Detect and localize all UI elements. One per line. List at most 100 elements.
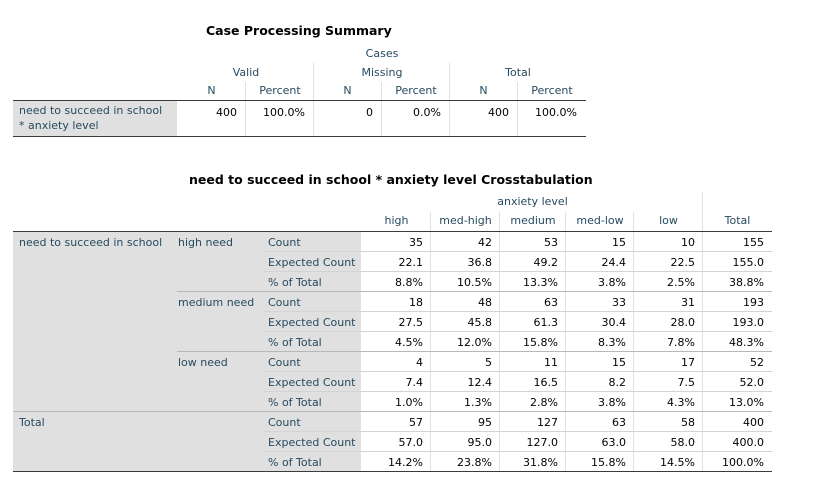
table-cell: 22.1	[398, 256, 424, 269]
table-cell: 61.3	[533, 316, 559, 329]
table-cell: 8.2	[608, 376, 627, 389]
table-cell: 155.0	[732, 256, 765, 269]
table-cell: 12.4	[467, 376, 493, 389]
table-cell: 2.5%	[667, 276, 695, 289]
table-cell: 33	[612, 296, 626, 309]
column-header-3: med-low	[576, 214, 624, 227]
summary-row-label-cont: * anxiety level	[19, 119, 99, 132]
n-header-missing: N	[343, 84, 352, 97]
table-cell: 38.8%	[729, 276, 764, 289]
row-variable-label: need to succeed in school	[19, 236, 163, 249]
statistic-label: Count	[268, 236, 301, 249]
statistic-label: % of Total	[268, 456, 322, 469]
table-cell: 10	[681, 236, 695, 249]
table-cell: 63.0	[601, 436, 627, 449]
table-cell: 10.5%	[457, 276, 492, 289]
table-cell: 14.2%	[388, 456, 423, 469]
table-cell: 48	[478, 296, 492, 309]
table-cell: 57	[409, 416, 423, 429]
column-header-0: high	[384, 214, 409, 227]
group-label: high need	[178, 236, 233, 249]
table-cell: 24.4	[601, 256, 627, 269]
n-header-valid: N	[207, 84, 216, 97]
table-cell: 16.5	[533, 376, 559, 389]
table-cell: 28.0	[670, 316, 696, 329]
table-cell: 127.0	[526, 436, 559, 449]
summary-row-label: need to succeed in school	[19, 104, 163, 117]
group-label: medium need	[178, 296, 255, 309]
table-cell: 8.8%	[395, 276, 423, 289]
valid-header: Valid	[232, 66, 260, 79]
table-cell: 15	[612, 236, 626, 249]
statistic-label: Count	[268, 416, 301, 429]
table-cell: 3.8%	[598, 276, 626, 289]
table-cell: 4.5%	[395, 336, 423, 349]
table-cell: 7.5	[677, 376, 696, 389]
table-cell: 1.0%	[395, 396, 423, 409]
missing-percent: 0.0%	[413, 106, 441, 119]
cases-header: Cases	[365, 47, 399, 60]
table-cell: 95	[478, 416, 492, 429]
table-cell: 8.3%	[598, 336, 626, 349]
table-cell: 23.8%	[457, 456, 492, 469]
table-cell: 63	[612, 416, 626, 429]
total-n: 400	[488, 106, 509, 119]
table-cell: 22.5	[670, 256, 696, 269]
table-cell: 31.8%	[523, 456, 558, 469]
statistic-label: Expected Count	[268, 376, 356, 389]
table-cell: 48.3%	[729, 336, 764, 349]
percent-header-missing: Percent	[395, 84, 437, 97]
statistic-label: Expected Count	[268, 316, 356, 329]
table-cell: 31	[681, 296, 695, 309]
statistic-label: % of Total	[268, 276, 322, 289]
statistic-label: Expected Count	[268, 436, 356, 449]
table-cell: 30.4	[601, 316, 627, 329]
case-summary-title: Case Processing Summary	[206, 23, 392, 38]
table-cell: 63	[544, 296, 558, 309]
column-header-4: low	[659, 214, 678, 227]
column-header-1: med-high	[439, 214, 492, 227]
summary-row-label-cell	[13, 101, 177, 136]
table-cell: 15.8%	[591, 456, 626, 469]
table-cell: 193	[743, 296, 764, 309]
statistic-label: Expected Count	[268, 256, 356, 269]
table-cell: 27.5	[398, 316, 424, 329]
group-label: low need	[178, 356, 228, 369]
table-cell: 4.3%	[667, 396, 695, 409]
table-cell: 7.4	[405, 376, 424, 389]
column-header-2: medium	[510, 214, 556, 227]
total-header: Total	[505, 66, 531, 79]
table-cell: 42	[478, 236, 492, 249]
table-cell: 58	[681, 416, 695, 429]
table-cell: 11	[544, 356, 558, 369]
table-cell: 36.8	[467, 256, 493, 269]
valid-n: 400	[216, 106, 237, 119]
table-cell: 5	[485, 356, 492, 369]
table-cell: 53	[544, 236, 558, 249]
table-cell: 7.8%	[667, 336, 695, 349]
table-cell: 18	[409, 296, 423, 309]
table-cell: 127	[537, 416, 558, 429]
missing-header: Missing	[361, 66, 403, 79]
table-cell: 155	[743, 236, 764, 249]
missing-n: 0	[366, 106, 373, 119]
total-percent: 100.0%	[535, 106, 577, 119]
table-cell: 3.8%	[598, 396, 626, 409]
table-cell: 400.0	[732, 436, 765, 449]
table-cell: 193.0	[732, 316, 765, 329]
table-cell: 49.2	[533, 256, 559, 269]
anxiety-level-header: anxiety level	[497, 195, 568, 208]
n-header-total: N	[479, 84, 488, 97]
table-cell: 13.0%	[729, 396, 764, 409]
table-cell: 45.8	[467, 316, 493, 329]
table-cell: 52	[750, 356, 764, 369]
crosstab-title: need to succeed in school * anxiety leve…	[189, 172, 593, 187]
table-cell: 12.0%	[457, 336, 492, 349]
table-cell: 52.0	[739, 376, 765, 389]
table-cell: 58.0	[670, 436, 696, 449]
table-cell: 2.8%	[530, 396, 558, 409]
table-cell: 14.5%	[660, 456, 695, 469]
total-row-label: Total	[19, 416, 45, 429]
table-cell: 17	[681, 356, 695, 369]
statistic-label: Count	[268, 296, 301, 309]
